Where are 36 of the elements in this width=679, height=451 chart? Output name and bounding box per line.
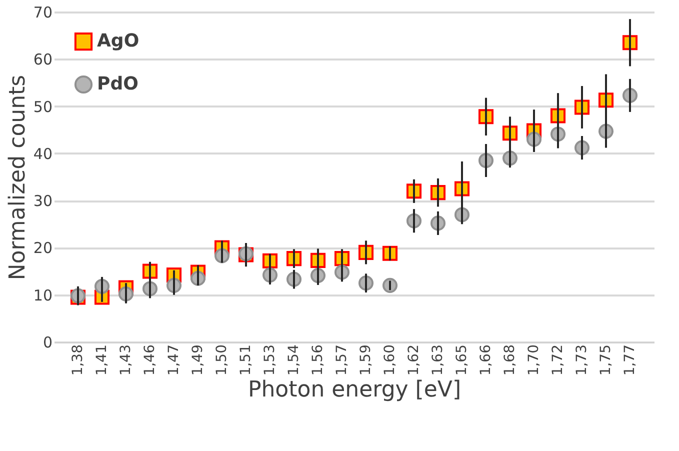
- y-tick-label: 30: [33, 192, 52, 210]
- x-tick-label: 1,63: [430, 344, 446, 376]
- y-axis-title: Normalized counts: [5, 74, 30, 280]
- x-tick-label: 1,59: [358, 344, 374, 376]
- x-tick-label: 1,68: [502, 344, 518, 376]
- x-tick-label: 1,53: [262, 344, 278, 376]
- y-tick-label: 0: [42, 334, 52, 352]
- x-tick-label: 1,41: [94, 344, 110, 376]
- x-tick-label: 1,60: [382, 344, 398, 376]
- x-tick-label: 1,62: [406, 344, 422, 376]
- x-tick-label: 1,47: [166, 344, 182, 376]
- x-tick-label: 1,65: [454, 344, 470, 376]
- x-tick-label: 1,51: [238, 344, 254, 376]
- x-tick-label: 1,56: [310, 344, 326, 376]
- x-tick-label: 1,70: [526, 344, 542, 376]
- x-tick-label: 1,46: [142, 344, 158, 376]
- x-tick-label: 1,43: [118, 344, 134, 376]
- x-tick-label: 1,75: [598, 344, 614, 376]
- y-tick-label: 60: [33, 50, 52, 69]
- x-tick-label: 1,73: [574, 344, 590, 376]
- legend-label: AgO: [97, 30, 140, 52]
- x-tick-label: 1,77: [622, 344, 638, 376]
- y-tick-label: 70: [33, 4, 52, 22]
- x-tick-label: 1,57: [334, 344, 350, 376]
- y-tick-label: 40: [33, 144, 52, 163]
- x-axis-title: Photon energy [eV]: [248, 378, 462, 403]
- x-tick-label: 1,50: [214, 344, 230, 376]
- x-tick-label: 1,72: [550, 344, 566, 376]
- y-tick-label: 50: [33, 98, 52, 116]
- x-tick-label: 1,66: [478, 344, 494, 376]
- x-tick-label: 1,38: [70, 344, 86, 376]
- legend-label: PdO: [97, 74, 138, 94]
- y-tick-label: 20: [33, 239, 52, 258]
- x-tick-label: 1,49: [190, 344, 206, 376]
- y-tick-label: 10: [33, 286, 52, 304]
- x-tick-label: 1,54: [286, 344, 302, 376]
